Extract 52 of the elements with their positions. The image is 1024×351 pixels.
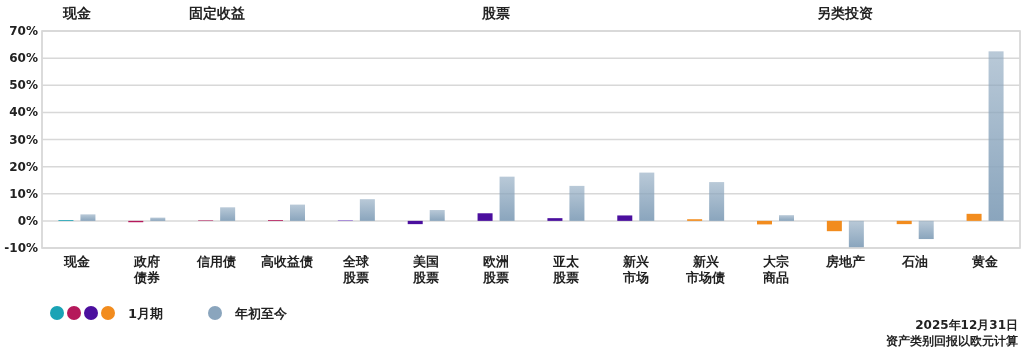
bar [150, 217, 166, 221]
y-tick-label: 20% [9, 159, 38, 174]
bar [709, 182, 725, 221]
bar [569, 185, 585, 221]
bar [617, 215, 633, 221]
y-tick-label: 10% [9, 186, 38, 201]
x-tick-label: 黄金 [971, 254, 1000, 269]
x-tick-label: 大宗商品 [761, 254, 789, 285]
text: 股票 [481, 5, 511, 21]
x-tick-label: 新兴市场债 [685, 254, 726, 285]
bar [639, 172, 655, 221]
bar [918, 220, 934, 240]
bar [896, 220, 912, 225]
x-tick-label: 信用债 [196, 254, 237, 269]
bar [499, 176, 515, 221]
x-tick-label: 全球股票 [342, 254, 371, 285]
bar [220, 207, 236, 221]
bar [848, 220, 864, 248]
x-tick-label: 亚太股票 [551, 254, 580, 285]
bar [988, 51, 1004, 221]
x-tick-label: 新兴市场 [621, 254, 649, 285]
bar [359, 199, 375, 221]
bar [779, 215, 794, 221]
x-tick-label: 欧洲股票 [482, 254, 510, 285]
bar [547, 218, 563, 221]
text: 固定收益 [188, 5, 245, 21]
bar [290, 204, 305, 221]
x-tick-label: 政府债券 [132, 254, 160, 285]
text: 2025年12月31日 [915, 318, 1018, 332]
bar [429, 210, 445, 221]
y-tick-label: -10% [4, 241, 38, 255]
text: 另类投资 [817, 5, 874, 21]
x-tick-label: 高收益债 [260, 254, 313, 269]
legend-label: 年初至今 [234, 306, 288, 321]
y-tick-label: 40% [9, 105, 38, 120]
y-tick-label: 30% [9, 132, 38, 147]
bar [407, 220, 423, 225]
x-tick-label: 现金 [62, 254, 91, 269]
x-tick-label: 房地产 [824, 254, 865, 269]
text: 现金 [61, 5, 92, 21]
x-tick-label: 石油 [901, 254, 929, 269]
bar [826, 220, 842, 232]
bar [80, 214, 96, 221]
y-tick-label: 0% [17, 213, 38, 228]
bar [477, 213, 493, 221]
x-tick-label: 美国股票 [412, 254, 440, 285]
bar [966, 213, 982, 221]
y-tick-label: 70% [9, 24, 38, 38]
y-tick-label: 50% [9, 78, 38, 93]
text: 资产类别回报以欧元计算 [886, 334, 1018, 348]
legend-label: 1月期 [128, 306, 164, 321]
y-tick-label: 60% [9, 51, 38, 66]
